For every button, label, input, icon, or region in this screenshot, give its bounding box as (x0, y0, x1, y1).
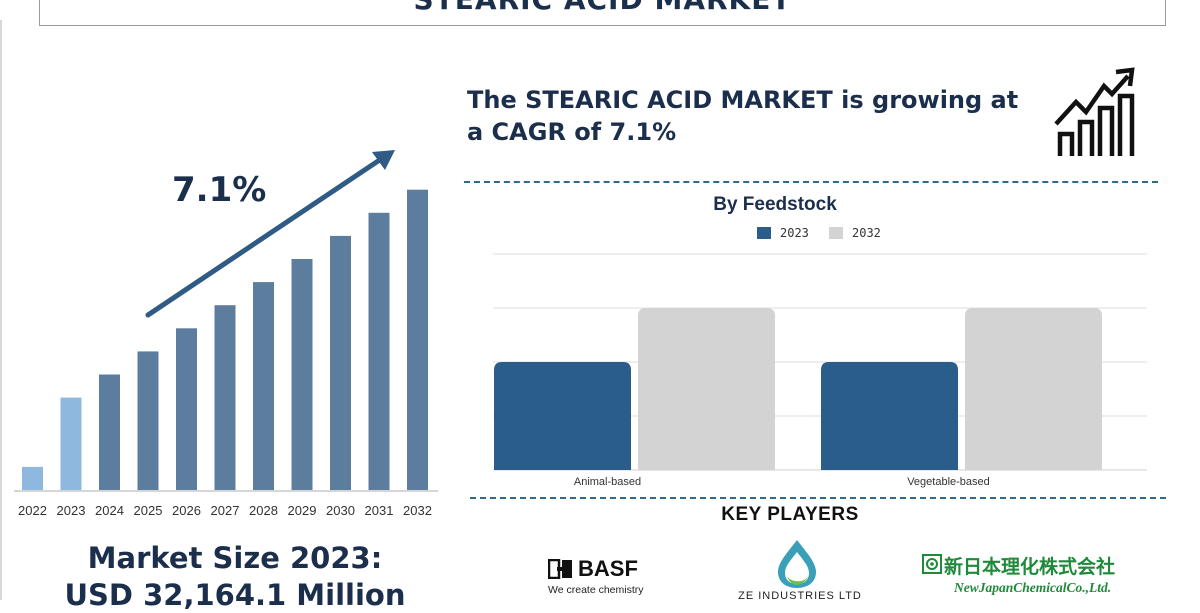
header-banner: STEARIC ACID MARKET (39, 0, 1166, 26)
category-label-animal-based: Animal-based (574, 476, 641, 488)
headline-line-1: The STEARIC ACID MARKET is growing at (467, 86, 1019, 114)
bar-vegetable-based-2023 (821, 362, 958, 470)
basf-name: BASF (578, 556, 638, 581)
feedstock-chart-title: By Feedstock (713, 194, 837, 215)
legend-item-2032: 2032 (829, 226, 881, 240)
bar-2032 (407, 189, 428, 490)
bar-2031 (368, 212, 390, 491)
njc-name-japanese: 新日本理化株式会社 (944, 556, 1116, 578)
bar-animal-based-2032 (638, 308, 775, 470)
tick-label-2028: 2028 (249, 503, 278, 518)
headline-line-2: a CAGR of 7.1% (467, 118, 677, 146)
page-title: STEARIC ACID MARKET (40, 0, 1165, 16)
ze-industries-name: ZE INDUSTRIES LTD (738, 590, 862, 602)
tick-label-2024: 2024 (95, 503, 124, 518)
growth-chart-icon (1054, 67, 1135, 156)
bar-2027 (214, 305, 236, 490)
tick-label-2027: 2027 (211, 503, 240, 518)
market-size-value: USD 32,164.1 Million (64, 578, 406, 612)
section-divider-bottom (470, 497, 1166, 499)
bar-2029 (291, 259, 313, 490)
cagr-headline: The STEARIC ACID MARKET is growing at a … (467, 84, 1057, 148)
legend-swatch-2023 (757, 227, 771, 239)
tick-label-2022: 2022 (18, 503, 47, 518)
legend-item-2023: 2023 (757, 226, 809, 240)
basf-logo: BASF We create chemistry (548, 556, 644, 596)
tick-label-2030: 2030 (326, 503, 355, 518)
cagr-value: 7.1% (172, 170, 267, 210)
key-players-title: KEY PLAYERS (721, 504, 859, 525)
njc-name-english: NewJapanChemicalCo.,Ltd. (954, 580, 1112, 595)
basf-logo-icon (548, 559, 572, 579)
bar-2022 (22, 466, 43, 490)
category-label-vegetable-based: Vegetable-based (907, 476, 990, 488)
tick-label-2026: 2026 (172, 503, 201, 518)
bar-2026 (176, 328, 197, 490)
ze-drop-logo-icon (778, 540, 816, 588)
section-divider-top (464, 181, 1158, 183)
market-size-label: Market Size 2023: (87, 541, 383, 575)
tick-label-2023: 2023 (57, 503, 86, 518)
growth-bar-chart: 2022 2023 2024 2025 2026 2027 2028 2029 2030 2031… (14, 150, 438, 518)
bar-2024 (99, 374, 120, 490)
trend-arrow-icon (145, 154, 387, 318)
bar-2023 (60, 397, 82, 490)
njc-logo-icon (922, 554, 942, 574)
left-border-line (0, 20, 2, 600)
bar-2028 (253, 282, 274, 490)
legend-label-2023: 2023 (780, 226, 809, 240)
tick-label-2025: 2025 (134, 503, 163, 518)
bar-2030 (330, 235, 351, 490)
bar-vegetable-based-2032 (965, 308, 1102, 470)
tick-label-2032: 2032 (403, 503, 432, 518)
basf-tagline: We create chemistry (548, 584, 644, 596)
tick-label-2031: 2031 (365, 503, 394, 518)
bar-2025 (137, 351, 159, 490)
trend-arrowhead (372, 150, 395, 170)
bar-animal-based-2023 (494, 362, 631, 470)
legend-swatch-2032 (829, 227, 843, 239)
legend-label-2032: 2032 (852, 226, 881, 240)
tick-label-2029: 2029 (288, 503, 317, 518)
